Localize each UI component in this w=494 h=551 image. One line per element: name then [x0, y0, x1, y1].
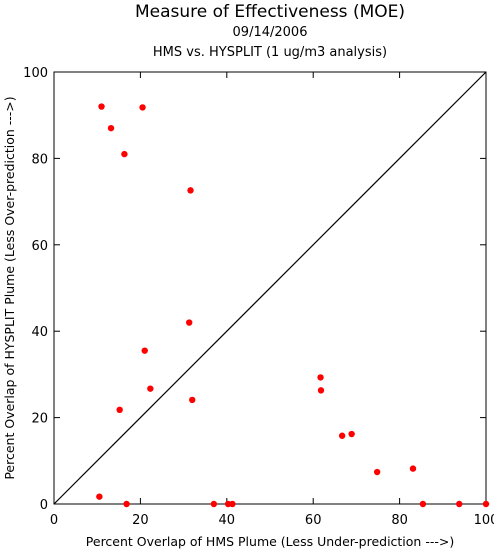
- x-tick-label: 60: [305, 513, 322, 528]
- axes: 0 20 40 60 80 100 0 20 40 60 80 100: [23, 66, 494, 528]
- data-point: [317, 387, 325, 394]
- x-tick-label: 40: [219, 513, 236, 528]
- x-tick-label: 0: [50, 513, 58, 528]
- data-point: [123, 500, 130, 508]
- plot-area: [53, 71, 487, 505]
- x-tick-label: 100: [474, 513, 494, 528]
- data-point: [210, 500, 218, 508]
- x-tick-label: 80: [391, 513, 408, 528]
- data-point: [229, 500, 236, 508]
- data-point: [121, 150, 128, 158]
- chart-title: Measure of Effectiveness (MOE): [135, 2, 405, 22]
- y-axis-label: Percent Overlap of HYSPLIT Plume (Less O…: [2, 96, 17, 479]
- y-tick-label: 0: [40, 498, 48, 513]
- data-point: [482, 500, 490, 508]
- y-tick-label: 40: [31, 325, 48, 340]
- y-tick-label: 60: [31, 239, 48, 254]
- data-point: [147, 385, 154, 392]
- one-to-one-diagonal: [53, 71, 487, 505]
- data-point: [189, 396, 196, 404]
- data-point: [116, 406, 123, 414]
- x-tick-label: 20: [132, 513, 149, 528]
- data-points: [96, 103, 490, 508]
- data-point: [187, 187, 194, 194]
- data-point: [141, 347, 148, 354]
- data-point: [186, 319, 193, 326]
- data-point: [98, 103, 105, 110]
- data-point: [409, 465, 417, 472]
- chart-subtitle-analysis: HMS vs. HYSPLIT (1 ug/m3 analysis): [153, 45, 387, 60]
- y-tick-label: 100: [23, 66, 48, 81]
- data-point: [317, 374, 324, 381]
- data-point: [456, 500, 463, 508]
- chart-subtitle-date: 09/14/2006: [233, 25, 308, 40]
- data-point: [373, 468, 381, 476]
- y-tick-label: 20: [31, 412, 48, 427]
- data-point: [107, 124, 115, 132]
- data-point: [338, 432, 346, 439]
- x-axis-label: Percent Overlap of HMS Plume (Less Under…: [86, 534, 454, 549]
- y-tick-label: 80: [31, 152, 48, 167]
- data-point: [348, 430, 355, 438]
- data-point: [139, 104, 146, 111]
- data-point: [96, 493, 103, 500]
- data-point: [419, 500, 427, 508]
